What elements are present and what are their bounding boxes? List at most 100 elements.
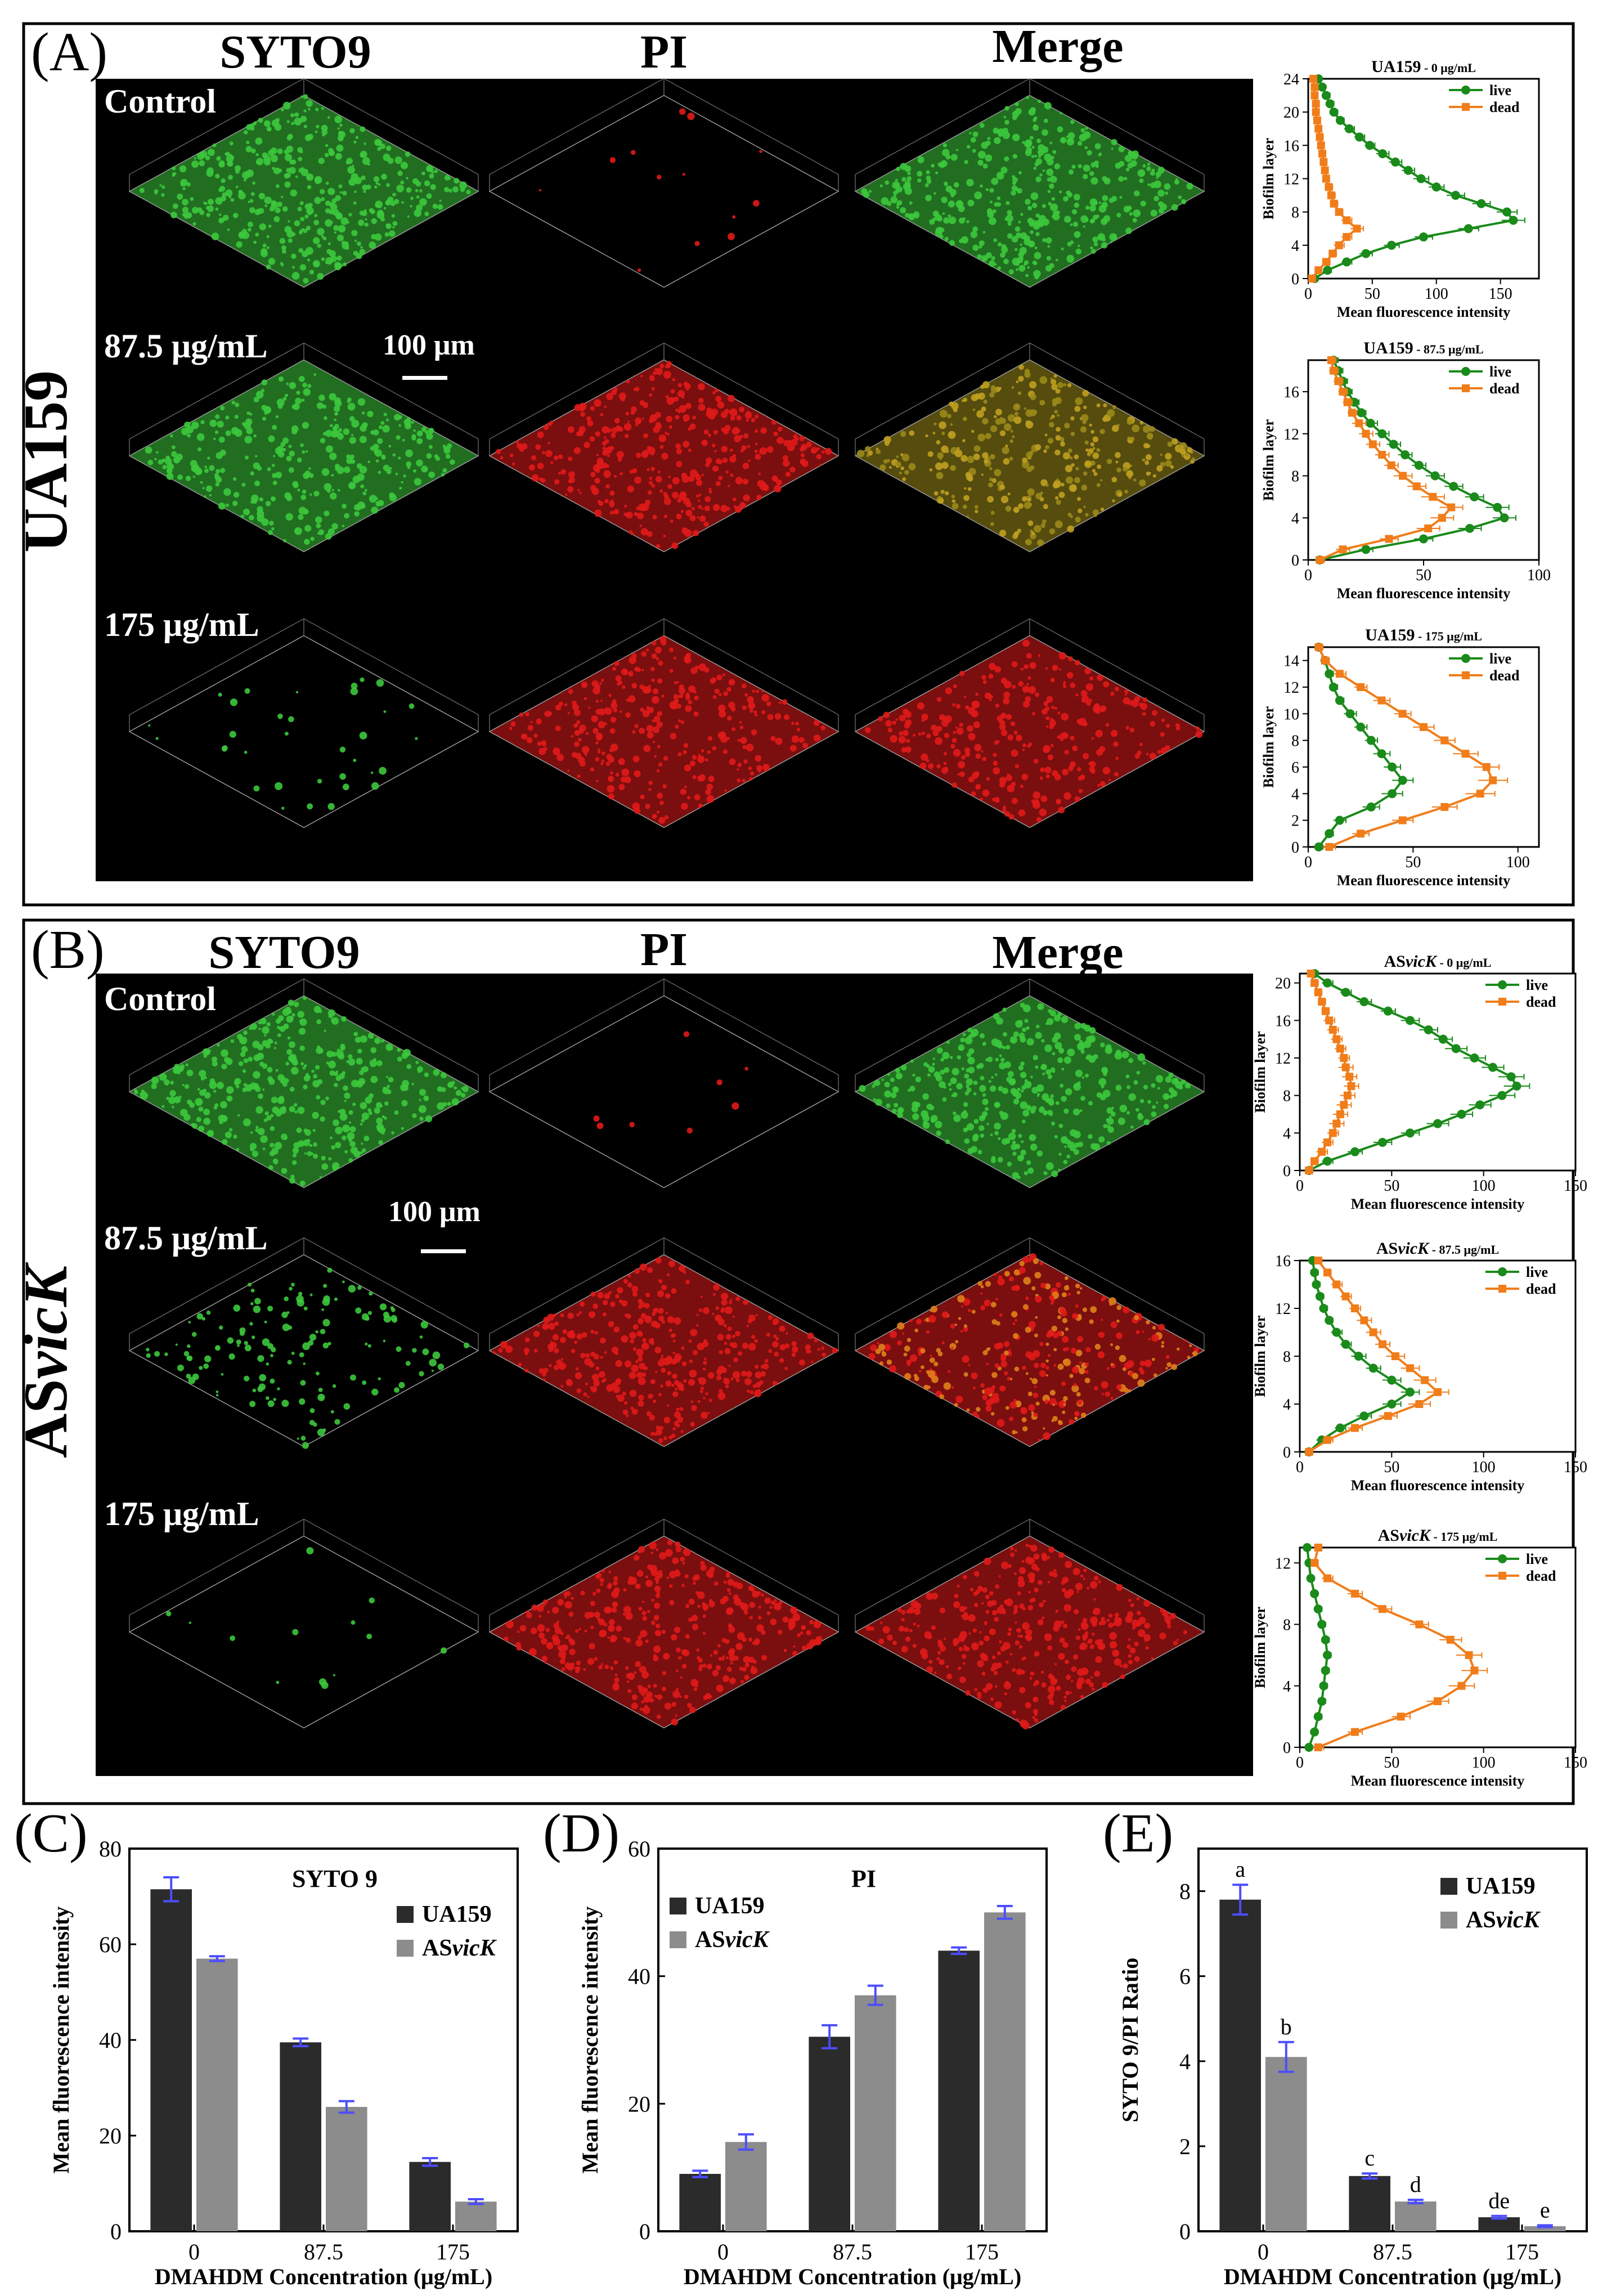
cell-dot [590,767,595,772]
cell-dot [271,1347,276,1353]
cell-dot [1110,1363,1114,1366]
cell-dot [661,639,667,646]
cell-dot [689,1369,697,1378]
cell-dot [624,504,627,508]
cell-dot [669,1584,673,1588]
cell-dot [953,1111,957,1115]
cell-dot [948,200,955,208]
cell-dot [1167,441,1173,447]
cell-dot [725,470,729,474]
cell-dot [933,1071,941,1078]
cell-dot [1022,1365,1026,1370]
point-live [1328,683,1338,692]
point-live [1329,107,1339,117]
cell-dot [909,430,915,436]
cell-dot [960,1111,968,1119]
cell-dot [1034,524,1042,533]
cell-dot [626,512,633,519]
cell-dot [967,725,973,732]
cell-dot [1010,1088,1017,1095]
cell-dot [1016,380,1019,383]
cell-dot [533,733,538,738]
cell-dot [1134,1315,1139,1320]
cell-dot [425,430,429,434]
cell-dot [999,530,1007,537]
cell-dot [165,455,170,460]
cell-dot [302,421,309,429]
cell-dot [439,199,442,202]
cell-dot [555,725,561,732]
cell-dot [949,189,957,196]
cell-dot [1043,745,1051,753]
cell-dot [429,428,433,433]
cell-dot [986,1362,989,1366]
cell-dot [1013,730,1018,735]
cell-dot [300,443,304,447]
cell-dot [339,123,343,127]
cell-dot [666,432,670,436]
cell-dot [696,1313,699,1316]
cell-dot [1099,781,1106,787]
cell-dot [797,1633,801,1638]
cell-dot [798,737,805,743]
cell-dot [942,1052,950,1060]
cell-dot [294,1110,298,1114]
cell-dot [627,420,630,423]
y-tick-label: 4 [1291,786,1299,803]
panel-b-header-pi: PI [640,923,688,976]
cell-dot [1153,196,1159,201]
cell-dot [980,797,983,801]
cell-dot [1072,745,1078,751]
point-live [1325,99,1335,109]
cell-dot [690,1329,698,1337]
cell-dot [889,1365,896,1373]
cell-dot [226,503,229,507]
cell-dot [258,1028,261,1030]
cell-dot [607,1636,610,1639]
cell-dot [376,1117,383,1124]
cell-dot [1078,244,1080,248]
cell-dot [610,716,617,723]
cell-dot [1085,205,1090,210]
cell-dot [542,1378,546,1382]
cell-dot [1006,214,1013,222]
cell-dot [1077,1336,1084,1343]
cell-dot [406,177,409,180]
cell-dot [653,1399,657,1403]
cell-dot [1057,382,1063,388]
cell-dot [429,445,433,449]
cell-dot [982,163,988,169]
cell-dot [267,1066,273,1073]
cell-dot [677,383,683,388]
cell-dot [997,1156,1003,1163]
cell-dot [1025,1372,1029,1375]
cell-dot [881,1352,887,1357]
cell-dot [925,434,928,438]
cell-dot [971,394,978,401]
cell-dot [461,1093,466,1098]
cell-dot [331,198,337,204]
cell-dot [1003,115,1007,119]
cell-dot [339,191,343,194]
cell-dot [1018,171,1022,174]
cell-dot [1071,164,1076,169]
cell-dot [718,704,726,712]
cell-dot [1013,1031,1019,1037]
cell-dot [429,1358,437,1367]
cell-dot [935,171,939,174]
cell-dot [950,1077,957,1084]
cell-dot [263,120,271,127]
cell-dot [654,647,662,654]
cell-dot [926,1064,930,1068]
cell-dot [405,1361,411,1366]
cell-dot [401,1127,404,1130]
cell-dot [249,199,254,203]
cell-dot [822,1352,826,1357]
cell-dot [172,166,176,171]
cell-dot [685,1634,690,1639]
cell-dot [975,771,980,776]
cell-dot [1007,414,1016,422]
cell-dot [895,1068,900,1073]
cell-dot [960,755,966,760]
cell-dot [683,1031,690,1037]
